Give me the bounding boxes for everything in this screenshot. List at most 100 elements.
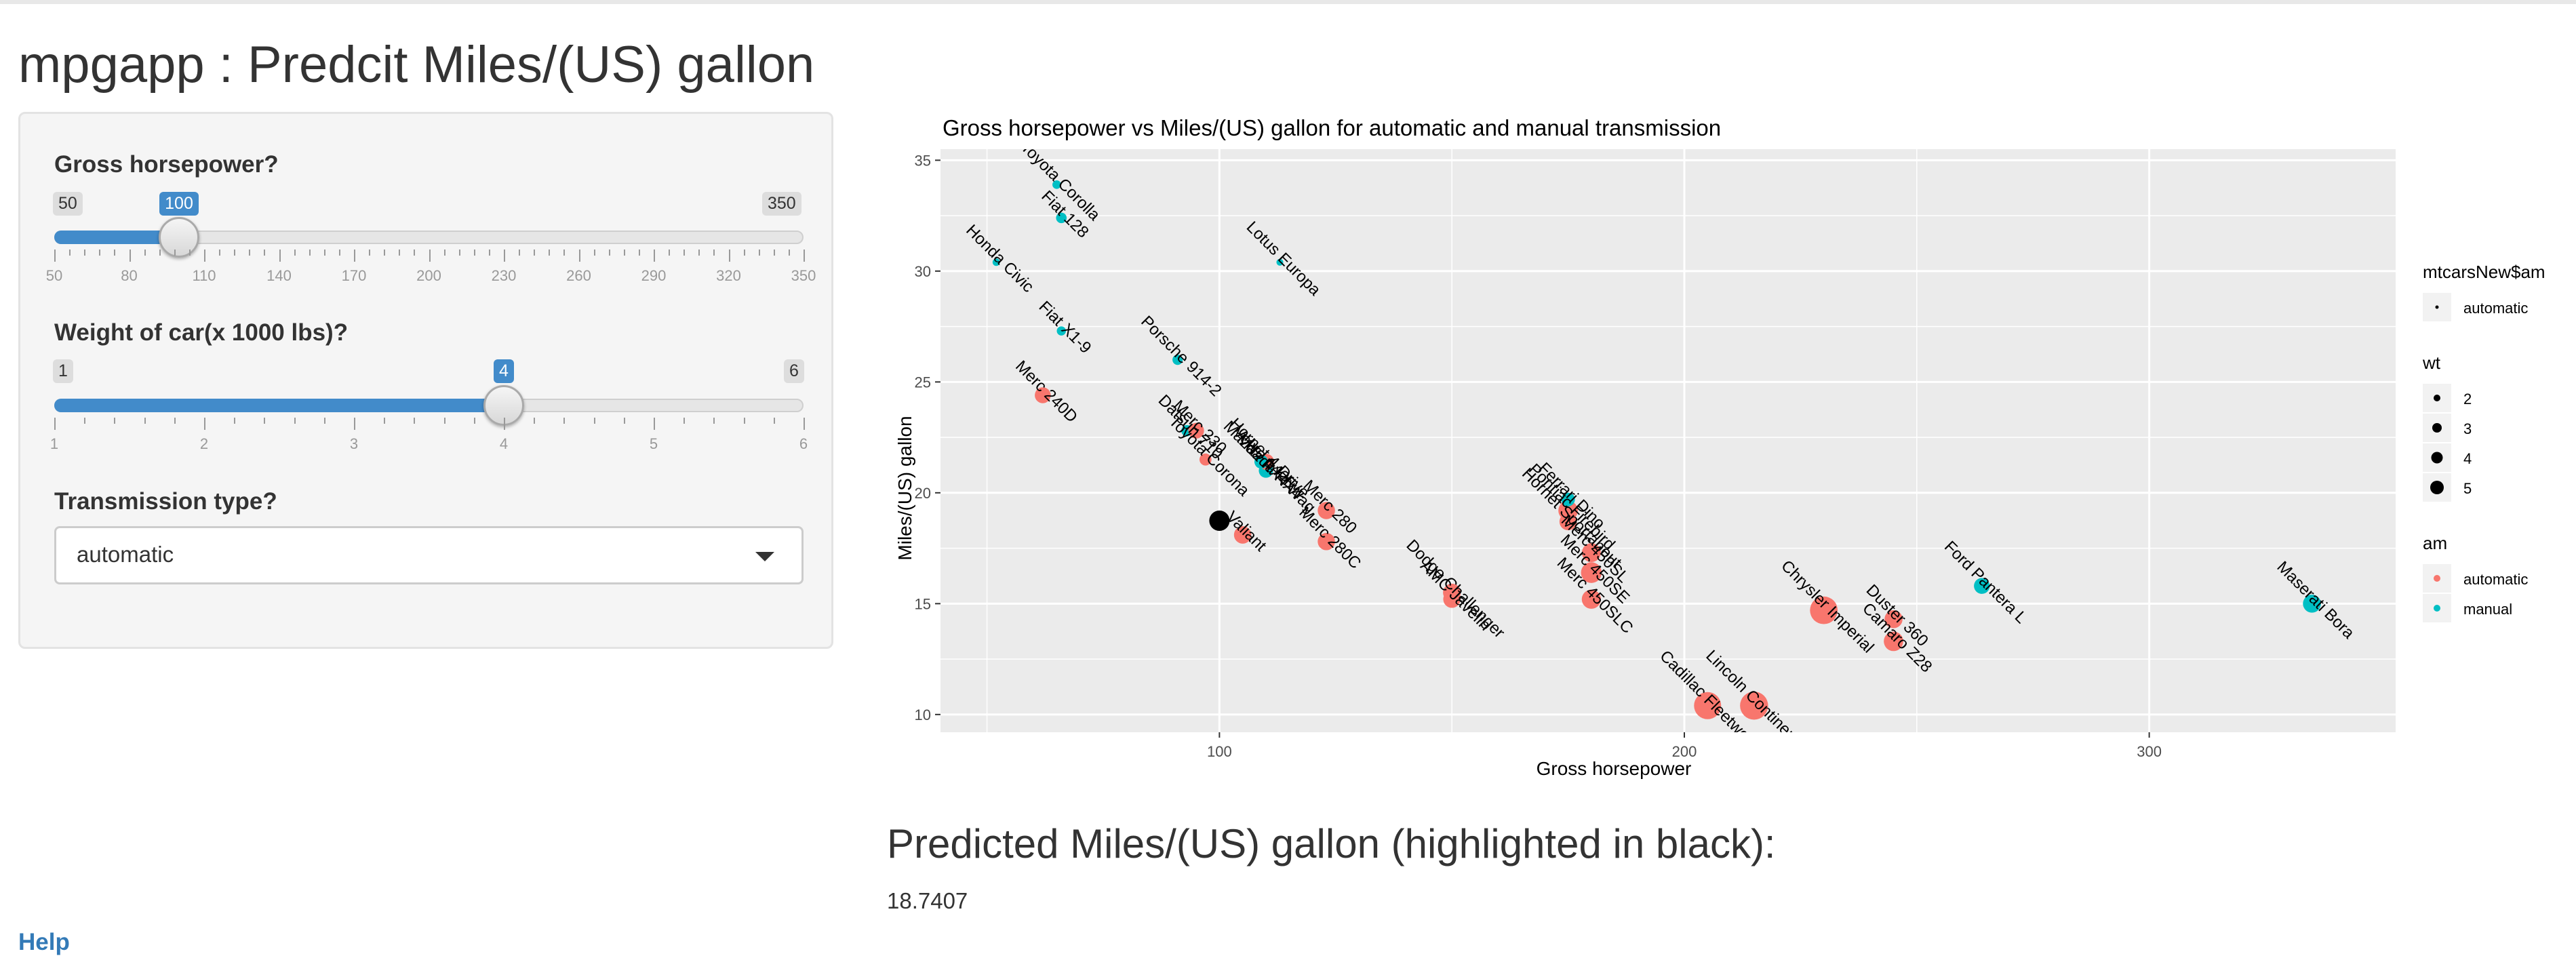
slider-tick-label: 110: [192, 267, 216, 284]
slider-tick: [384, 250, 386, 256]
data-point: [1056, 212, 1067, 224]
data-point: [1172, 355, 1183, 365]
plot-legend: mtcarsNew$am automatic wt 2 3 4 5 am automatic ma…: [2422, 262, 2545, 622]
predicted-point: [1209, 511, 1230, 532]
data-point: [1581, 562, 1602, 583]
slider-tick: [534, 418, 536, 424]
slider-tick: [309, 250, 311, 256]
horsepower-slider-handle[interactable]: [159, 217, 200, 258]
horsepower-slider-track[interactable]: [54, 231, 804, 244]
slider-tick: [323, 250, 325, 256]
slider-tick: [443, 250, 445, 256]
slider-tick: [414, 418, 416, 424]
slider-tick: [458, 250, 460, 256]
slider-tick: [294, 418, 296, 424]
plot-grid: [940, 149, 2396, 732]
data-point: [1052, 180, 1061, 189]
chart-title: Gross horsepower vs Miles/(US) gallon fo…: [943, 115, 1721, 140]
slider-tick: [519, 250, 521, 256]
legend-entry-label: manual: [2463, 601, 2512, 618]
horsepower-slider-ticks: 50 80 110 140 170 200 230 260 290 320 350: [46, 250, 816, 284]
slider-tick: [219, 250, 221, 256]
data-point: [1884, 631, 1903, 652]
slider-tick-label: 2: [199, 435, 209, 452]
slider-tick: [578, 250, 580, 262]
legend-entry-label: automatic: [2463, 571, 2528, 588]
slider-tick: [264, 418, 266, 424]
slider-tick: [713, 250, 715, 256]
slider-tick: [654, 250, 655, 262]
plot-points: [992, 180, 2321, 720]
slider-tick: [563, 418, 566, 424]
slider-tick-label: 6: [799, 435, 808, 452]
slider-tick: [669, 250, 671, 256]
y-tick-label: 20: [915, 485, 931, 502]
slider-tick: [683, 250, 686, 256]
horsepower-max-tag: 350: [762, 192, 801, 216]
slider-tick: [504, 418, 505, 430]
scatter-plot: Gross horsepower vs Miles/(US) gallon fo…: [894, 115, 2545, 779]
slider-tick: [354, 250, 355, 262]
slider-tick-label: 170: [341, 267, 367, 284]
legend-entry-label: 3: [2463, 420, 2472, 437]
slider-tick: [743, 418, 745, 424]
weight-slider-track[interactable]: [54, 399, 804, 412]
slider-tick: [638, 250, 640, 256]
slider-tick: [654, 418, 655, 430]
transmission-select[interactable]: automatic: [54, 526, 804, 584]
slider-tick: [728, 250, 730, 262]
legend-entry-label: 4: [2463, 450, 2472, 467]
weight-slider-ticks: 1 2 3 4 5 6: [50, 418, 808, 452]
slider-tick: [204, 418, 205, 430]
legend-key: [2431, 452, 2443, 464]
legend-title: mtcarsNew$am: [2423, 262, 2545, 282]
slider-tick: [114, 418, 116, 424]
legend-title: wt: [2422, 353, 2441, 373]
slider-tick: [804, 418, 805, 430]
y-tick-label: 30: [915, 263, 931, 280]
slider-tick: [114, 250, 116, 256]
data-point: [1443, 591, 1461, 608]
x-tick-label: 200: [1672, 743, 1697, 760]
y-tick-label: 15: [915, 595, 931, 612]
plot-axes: 100 200 300 10 15 20 25 30 35: [915, 152, 2162, 760]
data-point: [1581, 543, 1601, 563]
weight-max-tag: 6: [784, 359, 804, 383]
slider-tick: [99, 250, 101, 256]
x-axis-label: Gross horsepower: [1537, 758, 1692, 779]
slider-tick: [174, 250, 176, 256]
data-point: [1884, 610, 1903, 629]
legend-key: [2434, 395, 2440, 401]
data-point: [1188, 422, 1204, 439]
slider-tick-label: 5: [649, 435, 658, 452]
legend-key: [2432, 423, 2442, 433]
prediction-value: 18.7407: [887, 888, 968, 913]
data-point: [992, 258, 1000, 266]
slider-tick-label: 290: [641, 267, 667, 284]
slider-tick: [279, 250, 281, 262]
slider-tick-label: 1: [49, 435, 59, 452]
y-tick-label: 10: [915, 706, 931, 723]
slider-tick: [294, 250, 296, 256]
y-axis-label: Miles/(US) gallon: [894, 416, 915, 560]
slider-tick: [189, 250, 191, 256]
slider-tick: [84, 250, 86, 256]
data-point: [1035, 387, 1051, 403]
slider-tick: [593, 250, 595, 256]
slider-tick: [54, 250, 56, 262]
slider-tick: [249, 250, 251, 256]
data-point: [1581, 589, 1601, 609]
prediction-title: Predicted Miles/(US) gallon (highlighted…: [887, 821, 1776, 866]
slider-tick: [713, 418, 715, 424]
slider-tick: [264, 250, 266, 256]
slider-tick: [504, 250, 505, 262]
help-link[interactable]: Help: [18, 929, 70, 955]
slider-tick-label: 200: [416, 267, 441, 284]
weight-slider-fill: [54, 399, 504, 412]
slider-tick: [788, 250, 790, 256]
horsepower-min-tag: 50: [53, 192, 83, 216]
data-point: [1317, 533, 1335, 551]
slider-tick-label: 320: [716, 267, 741, 284]
y-tick-label: 35: [915, 152, 931, 169]
app-title: mpgapp : Predcit Miles/(US) gallon: [18, 36, 815, 94]
